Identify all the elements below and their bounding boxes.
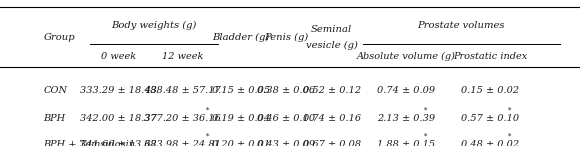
Text: 0.52 ± 0.12: 0.52 ± 0.12: [303, 86, 361, 95]
Text: *: *: [424, 133, 427, 140]
Text: 0.67 ± 0.08: 0.67 ± 0.08: [303, 140, 361, 146]
Text: Group: Group: [44, 33, 75, 42]
Text: BPH: BPH: [44, 114, 66, 123]
Text: 0.38 ± 0.06: 0.38 ± 0.06: [257, 86, 315, 95]
Text: Prostate volumes: Prostate volumes: [418, 21, 505, 30]
Text: 0.15 ± 0.02: 0.15 ± 0.02: [461, 86, 519, 95]
Text: 488.48 ± 57.17: 488.48 ± 57.17: [144, 86, 221, 95]
Text: 383.98 ± 24.81: 383.98 ± 24.81: [144, 140, 221, 146]
Text: 0.43 ± 0.09: 0.43 ± 0.09: [257, 140, 315, 146]
Text: BPH + Tamsulosin: BPH + Tamsulosin: [44, 140, 136, 146]
Text: Bladder (g): Bladder (g): [212, 33, 269, 42]
Text: Body weights (g): Body weights (g): [111, 21, 197, 30]
Text: 0.19 ± 0.04: 0.19 ± 0.04: [212, 114, 270, 123]
Text: CON: CON: [44, 86, 67, 95]
Text: *: *: [508, 133, 512, 140]
Text: 0.20 ± 0.01: 0.20 ± 0.01: [212, 140, 270, 146]
Text: 0 week: 0 week: [102, 52, 136, 61]
Text: 341.66 ± 13.62: 341.66 ± 13.62: [81, 140, 157, 146]
Text: 0.74 ± 0.16: 0.74 ± 0.16: [303, 114, 361, 123]
Text: 342.00 ± 18.37: 342.00 ± 18.37: [81, 114, 157, 123]
Text: Prostatic index: Prostatic index: [453, 52, 527, 61]
Text: 1.88 ± 0.15: 1.88 ± 0.15: [377, 140, 435, 146]
Text: *: *: [205, 106, 209, 114]
Text: 12 week: 12 week: [162, 52, 204, 61]
Text: Absolute volume (g): Absolute volume (g): [357, 52, 455, 61]
Text: 377.20 ± 36.16: 377.20 ± 36.16: [144, 114, 221, 123]
Text: vesicle (g): vesicle (g): [306, 41, 358, 50]
Text: 333.29 ± 18.43: 333.29 ± 18.43: [81, 86, 157, 95]
Text: *: *: [508, 106, 512, 114]
Text: Seminal: Seminal: [311, 25, 353, 34]
Text: *: *: [424, 106, 427, 114]
Text: 2.13 ± 0.39: 2.13 ± 0.39: [377, 114, 435, 123]
Text: *: *: [205, 133, 209, 140]
Text: 0.74 ± 0.09: 0.74 ± 0.09: [377, 86, 435, 95]
Text: 0.15 ± 0.05: 0.15 ± 0.05: [212, 86, 270, 95]
Text: Penis (g): Penis (g): [264, 33, 308, 42]
Text: 0.46 ± 0.10: 0.46 ± 0.10: [257, 114, 315, 123]
Text: 0.57 ± 0.10: 0.57 ± 0.10: [461, 114, 519, 123]
Text: 0.48 ± 0.02: 0.48 ± 0.02: [461, 140, 519, 146]
